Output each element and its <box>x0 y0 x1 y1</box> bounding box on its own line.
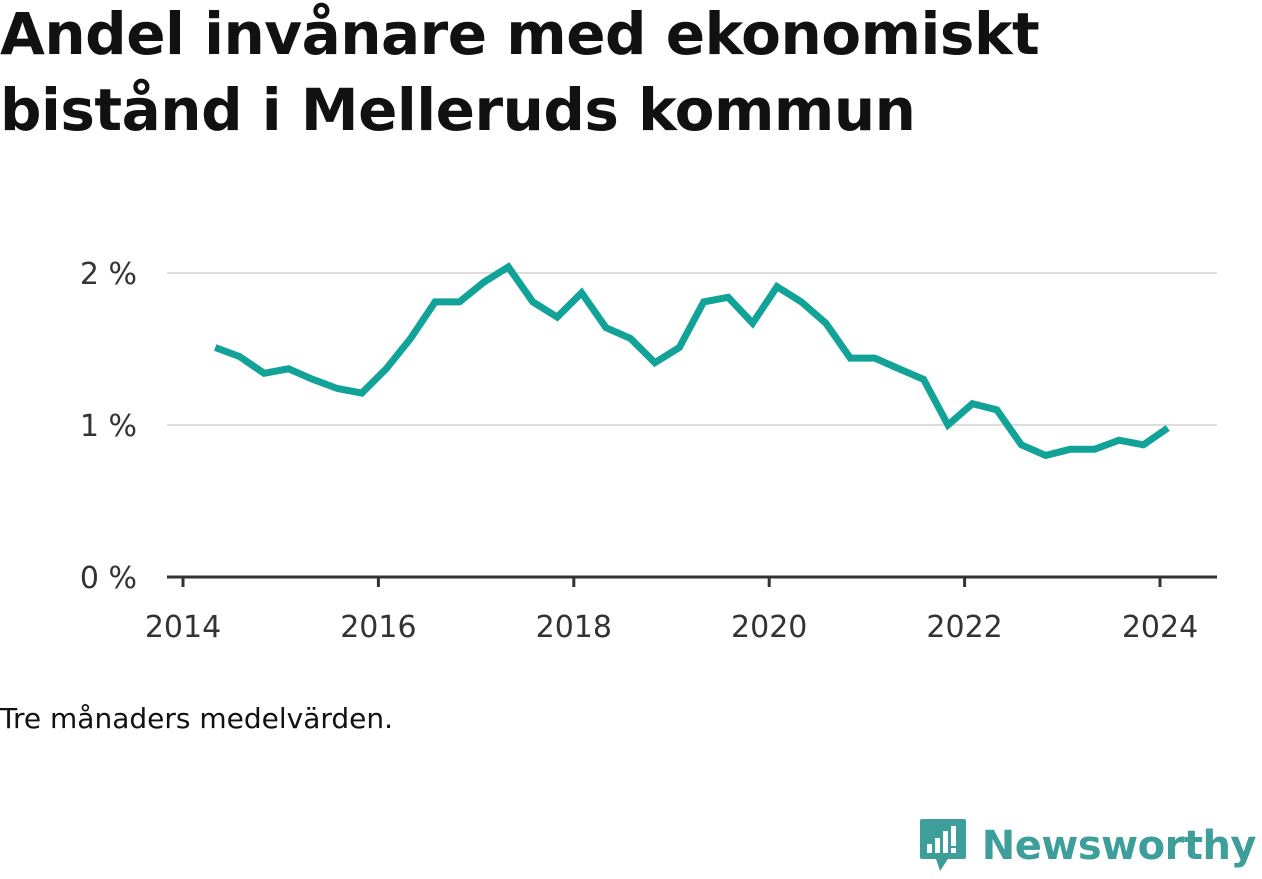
data-point <box>896 366 902 372</box>
data-point <box>676 345 682 351</box>
data-point <box>457 299 463 305</box>
data-point <box>847 355 853 361</box>
data-point <box>334 386 340 392</box>
data-point <box>1043 452 1049 458</box>
data-point <box>1067 446 1073 452</box>
data-point <box>1092 446 1098 452</box>
data-point <box>530 299 536 305</box>
data-point <box>1116 437 1122 443</box>
data-point <box>725 294 731 300</box>
data-point <box>383 366 389 372</box>
data-point <box>994 407 1000 413</box>
newsworthy-logo-icon <box>919 819 966 871</box>
x-tick-label: 2020 <box>731 610 807 645</box>
data-point <box>969 401 975 407</box>
data-point <box>945 422 951 428</box>
data-point <box>237 354 243 360</box>
data-point <box>1018 442 1024 448</box>
data-point <box>579 290 585 296</box>
data-point <box>261 370 267 376</box>
x-tick-label: 2018 <box>536 610 612 645</box>
data-point <box>921 376 927 382</box>
data-point <box>1140 442 1146 448</box>
chart-title: Andel invånare med ekonomiskt bistånd i … <box>0 0 1040 144</box>
x-tick-label: 2022 <box>926 610 1002 645</box>
x-tick-label: 2016 <box>340 610 416 645</box>
data-series <box>212 262 1171 460</box>
y-axis: 0 % 1 % 2 % <box>80 257 137 596</box>
x-tick-label: 2014 <box>145 610 221 645</box>
gridlines <box>167 272 1217 426</box>
data-point <box>1165 425 1171 431</box>
data-point <box>652 360 658 366</box>
series-line <box>213 262 1170 460</box>
y-tick-label: 0 % <box>80 561 137 596</box>
data-point <box>481 279 487 285</box>
data-point <box>628 335 634 341</box>
footnote: Tre månaders medelvärden. <box>0 702 394 735</box>
y-tick-label: 1 % <box>80 409 137 444</box>
x-axis: 2014 2016 2018 2020 2022 2024 <box>145 575 1217 645</box>
brand-name: Newsworthy <box>981 823 1257 869</box>
data-point <box>432 299 438 305</box>
data-point <box>823 320 829 326</box>
data-point <box>701 299 707 305</box>
data-point <box>359 390 365 396</box>
data-point <box>505 264 511 270</box>
x-tick-label: 2024 <box>1122 610 1198 645</box>
data-point <box>554 314 560 320</box>
y-tick-label: 2 % <box>80 257 137 292</box>
data-point <box>286 366 292 372</box>
data-point <box>774 284 780 290</box>
data-point <box>798 299 804 305</box>
data-point <box>872 355 878 361</box>
data-point <box>750 320 756 326</box>
data-point <box>408 335 414 341</box>
data-point <box>212 345 218 351</box>
brand-logo[interactable]: Newsworthy <box>918 817 1257 875</box>
data-point <box>603 325 609 331</box>
data-point <box>310 376 316 382</box>
